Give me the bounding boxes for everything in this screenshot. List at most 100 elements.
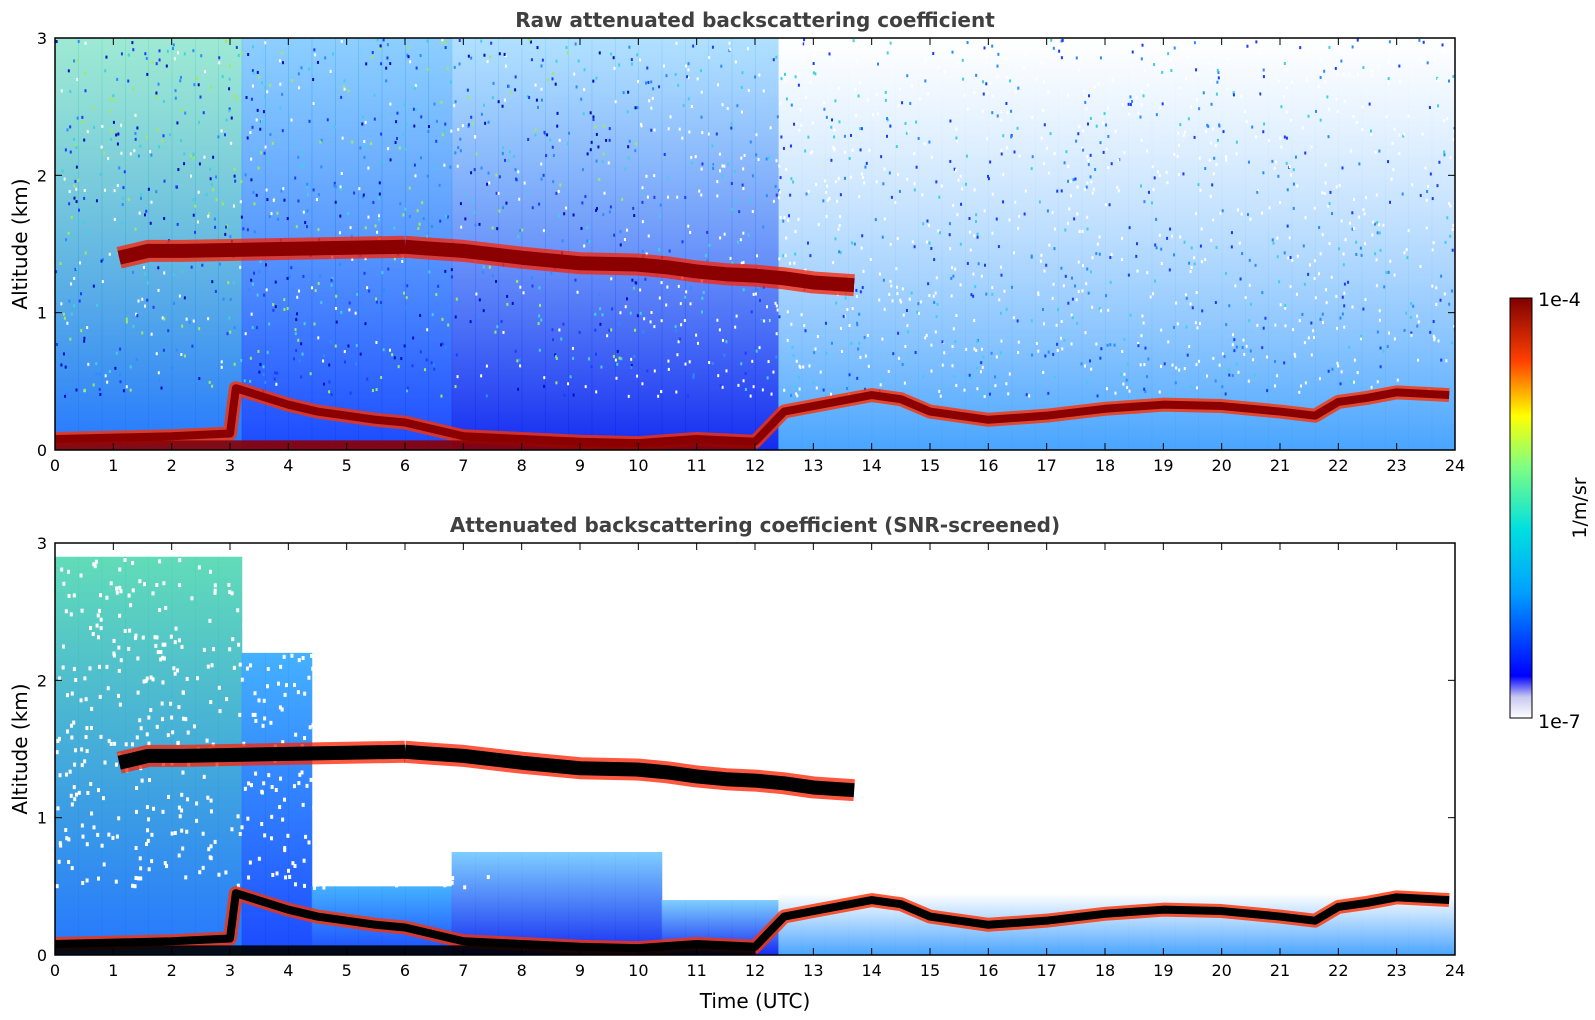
noise-pixel <box>1128 112 1131 116</box>
noise-pixel <box>950 294 953 298</box>
mask-pixel <box>293 864 297 869</box>
noise-pixel <box>1296 254 1299 258</box>
noise-pixel <box>470 56 473 60</box>
mask-pixel <box>294 732 298 737</box>
noise-pixel <box>278 305 281 309</box>
noise-pixel <box>999 351 1002 355</box>
noise-pixel <box>985 292 988 296</box>
noise-pixel <box>826 198 829 202</box>
noise-pixel <box>1342 252 1345 256</box>
noise-pixel <box>718 152 721 156</box>
noise-pixel <box>1266 389 1269 393</box>
noise-pixel <box>707 132 710 136</box>
noise-pixel <box>1334 39 1337 43</box>
noise-pixel <box>991 44 994 48</box>
noise-pixel <box>798 387 801 391</box>
noise-pixel <box>936 302 939 306</box>
noise-pixel <box>1025 51 1028 55</box>
noise-pixel <box>1160 261 1163 265</box>
noise-pixel <box>1365 196 1368 200</box>
heatmap-column <box>871 38 896 450</box>
noise-pixel <box>1063 161 1066 165</box>
noise-pixel <box>173 57 176 61</box>
noise-pixel <box>752 385 755 389</box>
noise-pixel <box>1235 362 1238 366</box>
noise-pixel <box>620 357 623 361</box>
noise-pixel <box>95 372 98 376</box>
noise-pixel <box>1068 207 1071 211</box>
noise-pixel <box>1205 374 1208 378</box>
noise-pixel <box>1005 382 1008 386</box>
noise-pixel <box>181 269 184 273</box>
noise-pixel <box>1193 41 1196 45</box>
heatmap-column <box>1175 893 1199 955</box>
noise-pixel <box>906 74 909 78</box>
mask-pixel <box>181 770 185 775</box>
noise-pixel <box>300 66 303 70</box>
noise-pixel <box>534 128 537 132</box>
noise-pixel <box>1340 370 1343 374</box>
noise-pixel <box>708 243 711 247</box>
noise-pixel <box>132 48 135 52</box>
noise-pixel <box>122 389 125 393</box>
noise-pixel <box>614 358 617 362</box>
noise-pixel <box>780 135 783 139</box>
noise-pixel <box>157 82 160 86</box>
mask-pixel <box>85 878 89 883</box>
noise-pixel <box>1175 301 1178 305</box>
noise-pixel <box>1048 51 1051 55</box>
noise-pixel <box>491 274 494 278</box>
noise-pixel <box>1375 258 1378 262</box>
noise-pixel <box>1037 349 1040 353</box>
noise-pixel <box>446 67 449 71</box>
noise-pixel <box>558 328 561 332</box>
noise-pixel <box>414 108 417 112</box>
x-tick-label: 18 <box>1095 961 1115 980</box>
noise-pixel <box>767 360 770 364</box>
noise-pixel <box>624 167 627 171</box>
noise-pixel <box>1169 227 1172 231</box>
noise-pixel <box>478 298 481 302</box>
noise-pixel <box>73 196 76 200</box>
noise-pixel <box>1154 243 1157 247</box>
noise-pixel <box>778 164 781 168</box>
noise-pixel <box>1263 122 1266 126</box>
mask-pixel <box>277 638 281 643</box>
noise-pixel <box>1087 163 1090 167</box>
noise-pixel <box>514 349 517 353</box>
noise-pixel <box>1280 145 1283 149</box>
noise-pixel <box>1078 125 1081 129</box>
noise-pixel <box>322 359 325 363</box>
noise-pixel <box>119 347 122 351</box>
noise-pixel <box>498 209 501 213</box>
mask-pixel <box>270 814 274 819</box>
heatmap-column <box>1011 38 1036 450</box>
noise-pixel <box>1053 375 1056 379</box>
mask-pixel <box>145 732 149 737</box>
mask-pixel <box>236 883 240 888</box>
mask-pixel <box>135 786 139 791</box>
noise-pixel <box>155 190 158 194</box>
noise-pixel <box>785 236 788 240</box>
noise-pixel <box>740 362 743 366</box>
noise-pixel <box>1398 80 1401 84</box>
noise-pixel <box>1307 272 1310 276</box>
noise-pixel <box>678 127 681 131</box>
noise-pixel <box>650 311 653 315</box>
mask-pixel <box>278 805 282 810</box>
mask-pixel <box>253 620 257 625</box>
noise-pixel <box>349 226 352 230</box>
noise-pixel <box>858 195 861 199</box>
mask-pixel <box>99 593 103 598</box>
noise-pixel <box>1387 77 1390 81</box>
noise-pixel <box>1060 266 1063 270</box>
noise-pixel <box>362 309 365 313</box>
noise-pixel <box>940 184 943 188</box>
noise-pixel <box>500 319 503 323</box>
noise-pixel <box>67 69 70 73</box>
noise-pixel <box>381 271 384 275</box>
noise-pixel <box>1087 291 1090 295</box>
noise-pixel <box>681 136 684 140</box>
noise-pixel <box>403 291 406 295</box>
mask-pixel <box>263 716 267 721</box>
